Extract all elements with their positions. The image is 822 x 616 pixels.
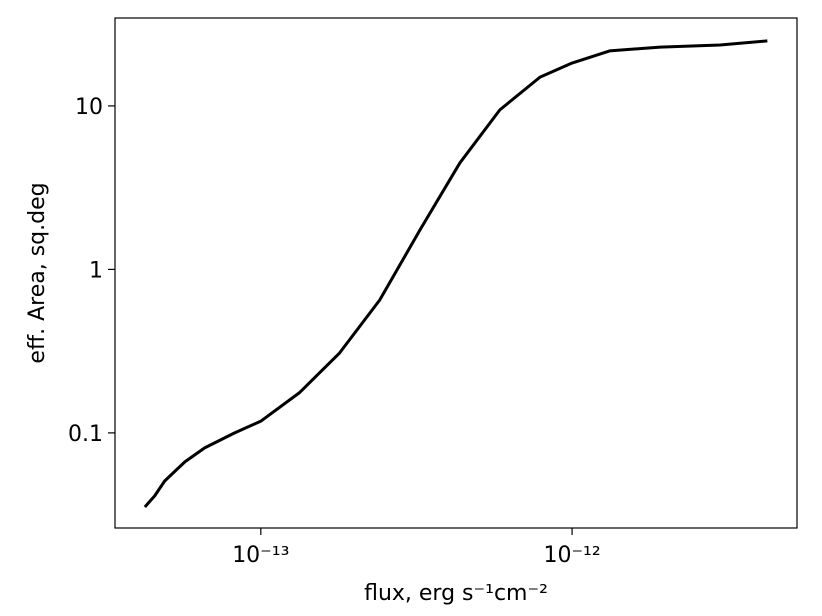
y-axis-label: eff. Area, sq.deg xyxy=(25,182,50,363)
x-tick-label: 10⁻¹³ xyxy=(232,543,289,568)
data-line xyxy=(143,39,768,509)
y-tick-label: 0.1 xyxy=(68,422,103,447)
plot-frame xyxy=(114,17,798,529)
y-tick-label: 10 xyxy=(75,95,103,120)
x-tick-label: 10⁻¹² xyxy=(543,543,600,568)
x-axis-label: flux, erg s⁻¹cm⁻² xyxy=(364,581,548,606)
y-tick-label: 1 xyxy=(89,258,103,283)
